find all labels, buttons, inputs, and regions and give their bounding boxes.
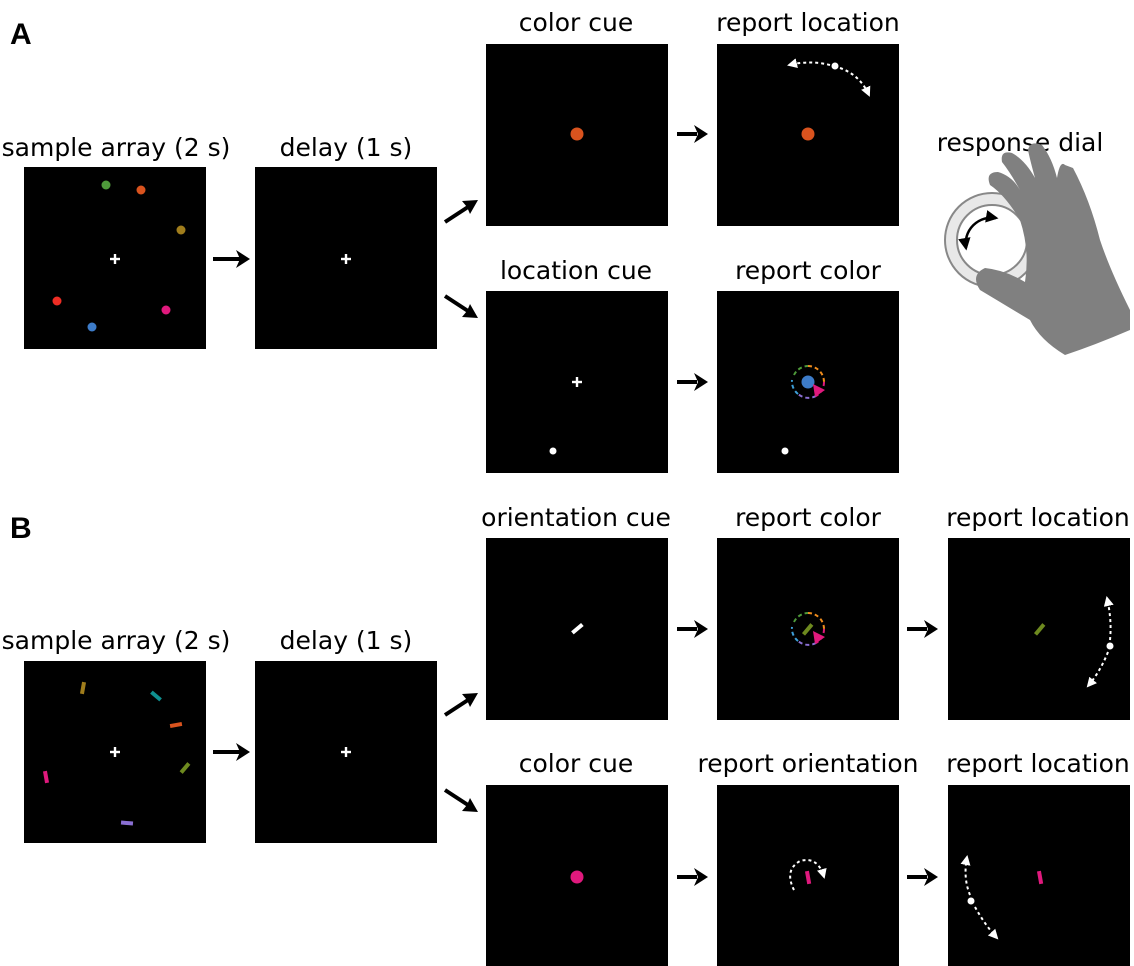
stimulus-dot-magenta xyxy=(161,305,171,315)
stimulus-dot-olive xyxy=(176,225,186,235)
report-color-label-b: report color xyxy=(735,503,881,532)
report-orientation-label: report orientation xyxy=(697,749,919,778)
report-color-label-a: report color xyxy=(735,256,881,285)
arrow-sample-to-delay-b xyxy=(213,743,250,761)
panel-letter-b: B xyxy=(10,512,32,545)
arrow-color-cue-to-report-location xyxy=(677,125,708,143)
bar-olive-green xyxy=(179,762,191,774)
color-cue-label-b: color cue xyxy=(518,749,634,778)
dial-knob xyxy=(956,204,1028,276)
color-cue-label-a: color cue xyxy=(518,8,634,37)
arrow-delay-to-orientation-cue xyxy=(443,693,478,717)
panel-letter-a: A xyxy=(10,18,32,51)
delay-label-b: delay (1 s) xyxy=(279,626,413,655)
report-location-screen-b-bottom xyxy=(948,785,1130,966)
stimulus-dot-blue xyxy=(87,322,97,332)
location-arrow-right xyxy=(839,67,871,97)
delay-screen-b xyxy=(255,661,437,843)
cue-dot-magenta xyxy=(570,870,584,884)
orientation-cue-label: orientation cue xyxy=(481,503,671,532)
bar-magenta xyxy=(42,770,50,784)
report-color-screen-b xyxy=(717,538,899,720)
report-location-screen-a xyxy=(717,44,899,226)
report-location-screen-b-top xyxy=(948,538,1130,720)
location-arrow-left xyxy=(787,58,831,69)
stimulus-dot-red xyxy=(52,296,62,306)
arrow-delay-to-location-cue-a xyxy=(443,294,478,318)
color-cue-screen-a xyxy=(486,44,668,226)
delay-screen-a xyxy=(255,167,437,349)
stimulus-dot-green xyxy=(101,180,111,190)
report-location-label-a: report location xyxy=(716,8,900,37)
location-cue-screen-a xyxy=(486,291,668,473)
cue-dot-orange xyxy=(570,127,584,141)
arrow-orientation-cue-to-report-color xyxy=(677,620,708,638)
arrow-report-color-to-report-location xyxy=(907,620,938,638)
arrow-delay-to-color-cue-a xyxy=(443,200,478,224)
arrow-location-cue-to-report-color xyxy=(677,373,708,391)
arrow-report-orientation-to-report-location xyxy=(907,868,938,886)
hand-icon xyxy=(976,143,1130,355)
location-cue-label-a: location cue xyxy=(499,256,653,285)
dial-rotation-icon xyxy=(958,210,999,251)
color-cue-screen-b xyxy=(486,785,668,966)
cue-location-dot xyxy=(549,447,557,455)
report-location-label-b-bottom: report location xyxy=(946,749,1130,778)
bar-teal xyxy=(150,690,162,702)
bar-orange xyxy=(169,721,183,729)
delay-label-a: delay (1 s) xyxy=(279,133,413,162)
arrow-sample-to-delay-a xyxy=(213,250,250,268)
bar-purple xyxy=(120,820,134,826)
sample-array-screen-b xyxy=(24,661,206,843)
report-location-label-b-top: report location xyxy=(946,503,1130,532)
sample-array-screen-a xyxy=(24,167,206,349)
response-dial-label: response dial xyxy=(936,128,1104,157)
response-dial-illustration xyxy=(944,143,1130,355)
bar-olive xyxy=(79,681,87,695)
stimulus-dot-orange xyxy=(136,185,146,195)
report-orientation-screen xyxy=(717,785,899,966)
arrow-color-cue-to-report-orientation xyxy=(677,868,708,886)
sample-array-label-b: sample array (2 s) xyxy=(1,626,231,655)
orientation-bar-white xyxy=(571,622,584,635)
report-color-screen-a xyxy=(717,291,899,473)
orientation-cue-screen xyxy=(486,538,668,720)
arrow-delay-to-color-cue-b xyxy=(443,788,478,812)
sample-array-label-a: sample array (2 s) xyxy=(1,133,231,162)
rotation-arrow-icon xyxy=(789,859,827,891)
